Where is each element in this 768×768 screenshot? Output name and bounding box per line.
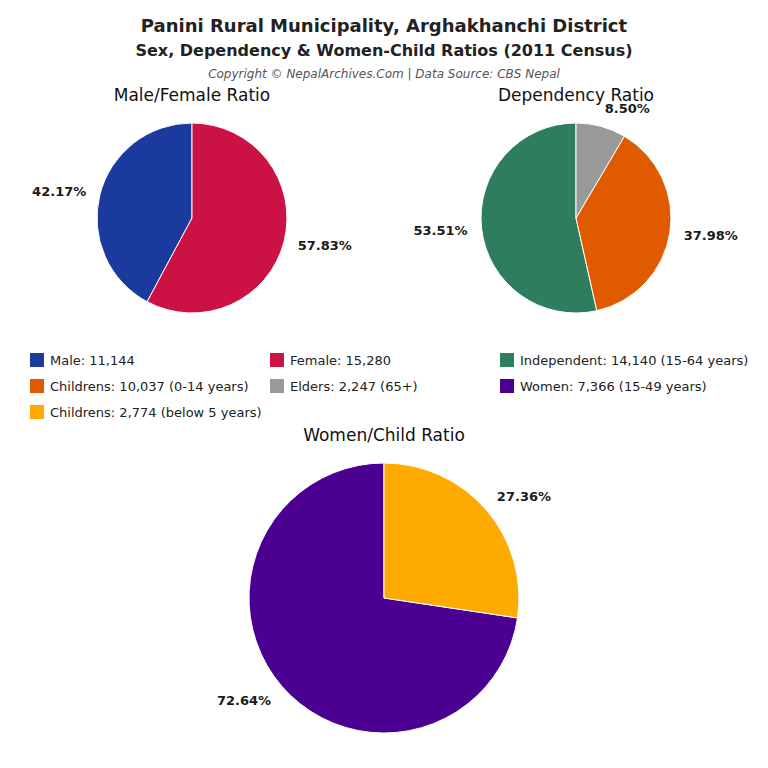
slices [97,123,287,313]
legend-item: Childrens: 10,037 (0-14 years) [30,379,249,394]
legend-swatch [30,379,44,393]
data-labels: 53.51% 37.98% 8.50% [414,101,738,243]
pie-chart: Male/Female Ratio 42.17% 57.83% [32,85,352,313]
subtitle: Sex, Dependency & Women-Child Ratios (20… [135,41,632,60]
legend: Male: 11,144 Female: 15,280 Independent: 1… [30,353,748,420]
chart: Panini Rural Municipality, Arghakhanchi … [0,0,768,768]
legend-label: Elders: 2,247 (65+) [290,379,418,394]
legend-label: Male: 11,144 [50,353,135,368]
legend-swatch [500,379,514,393]
legend-item: Male: 11,144 [30,353,135,368]
legend-label: Women: 7,366 (15-49 years) [520,379,707,394]
legend-item: Independent: 14,140 (15-64 years) [500,353,748,368]
legend-label: Independent: 14,140 (15-64 years) [520,353,748,368]
legend-swatch [500,353,514,367]
slices [249,463,519,733]
legend-item: Elders: 2,247 (65+) [270,379,418,394]
data-label: 37.98% [684,228,738,243]
legend-item: Childrens: 2,774 (below 5 years) [30,405,262,420]
legend-swatch [270,353,284,367]
background [0,0,768,768]
pie-chart: Dependency Ratio53.51%37.98%8.50% [414,85,738,313]
legend-swatch [270,379,284,393]
data-label: 72.64% [217,693,271,708]
pie-chart: Women/Child Ratio 72.64% 27.36% [217,425,551,733]
legend-label: Female: 15,280 [290,353,391,368]
annotation: Copyright © NepalArchives.Com | Data Sou… [208,67,560,81]
legend-label: Childrens: 10,037 (0-14 years) [50,379,249,394]
slices [481,123,671,313]
slice [576,123,624,218]
title: Panini Rural Municipality, Arghakhanchi … [141,15,628,36]
legend-item: Women: 7,366 (15-49 years) [500,379,707,394]
legend-item: Female: 15,280 [270,353,391,368]
slice [147,123,287,313]
data-labels: 72.64% 27.36% [217,489,551,709]
data-label: 27.36% [497,489,551,504]
data-label: 8.50% [605,101,650,116]
slice [384,463,519,618]
pie-title: Male/Female Ratio [114,85,271,105]
legend-swatch [30,405,44,419]
data-label: 57.83% [298,238,352,253]
data-label: 53.51% [414,223,468,238]
legend-swatch [30,353,44,367]
pie-title: Women/Child Ratio [303,425,465,445]
data-labels: 42.17% 57.83% [32,184,352,252]
data-label: 42.17% [32,184,86,199]
legend-label: Childrens: 2,774 (below 5 years) [50,405,262,420]
